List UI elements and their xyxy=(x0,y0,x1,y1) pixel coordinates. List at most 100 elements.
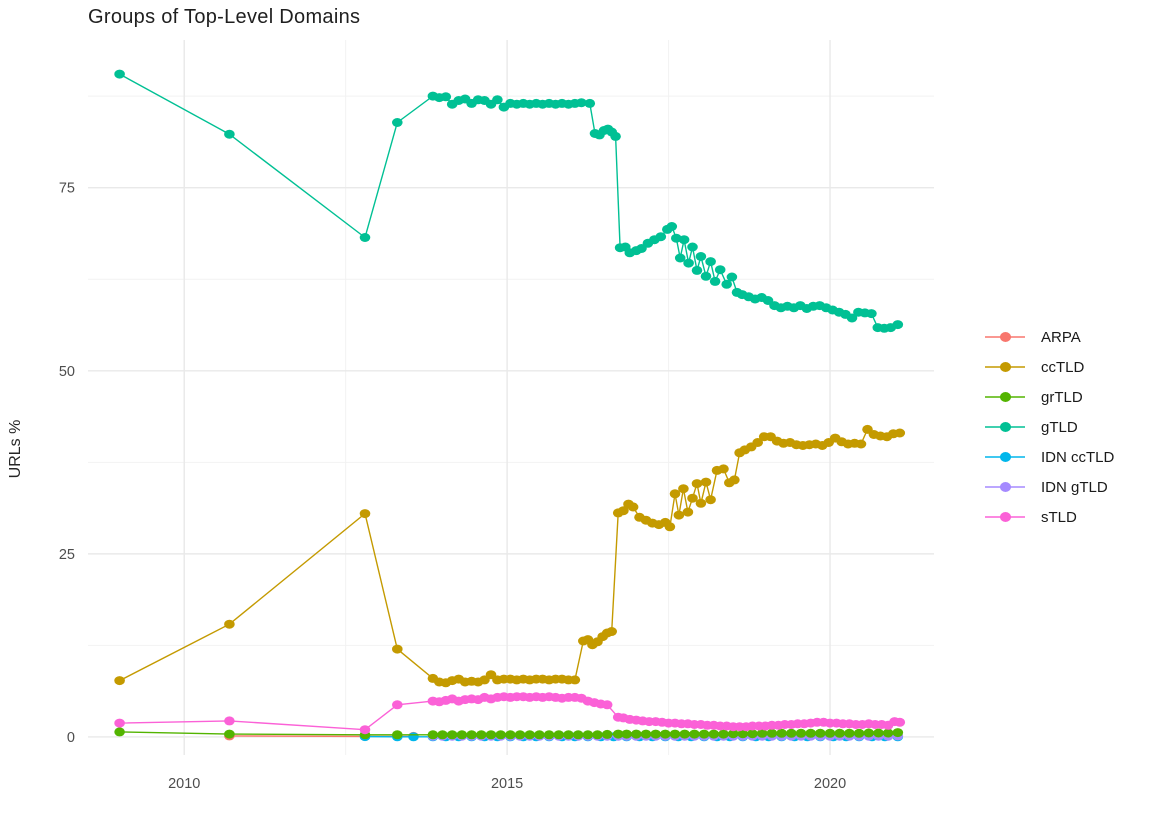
y-tick-label: 50 xyxy=(59,364,75,380)
data-point xyxy=(747,729,758,739)
data-point xyxy=(737,729,749,739)
data-point xyxy=(618,506,629,516)
data-point xyxy=(756,728,768,738)
data-point xyxy=(727,729,739,739)
data-point xyxy=(700,271,712,281)
data-point xyxy=(514,730,526,740)
data-point xyxy=(695,498,707,508)
data-point xyxy=(640,729,652,739)
data-point xyxy=(873,728,884,738)
data-point xyxy=(621,729,632,739)
data-point xyxy=(631,729,642,739)
data-point xyxy=(815,728,826,738)
legend-key-icon xyxy=(983,330,1027,344)
data-point xyxy=(485,730,497,740)
gridlines-major xyxy=(88,40,934,755)
data-point xyxy=(466,730,477,740)
data-point xyxy=(882,728,894,738)
data-point xyxy=(408,732,419,742)
legend-label: IDN gTLD xyxy=(1041,478,1108,496)
data-point xyxy=(563,730,574,740)
data-point xyxy=(679,729,690,739)
series-line xyxy=(119,73,899,330)
data-point xyxy=(392,700,403,710)
data-point xyxy=(752,438,763,447)
legend-item-gtld: gTLD xyxy=(983,412,1114,442)
data-point xyxy=(894,428,906,438)
data-point xyxy=(669,489,681,499)
legend-item-cctld: ccTLD xyxy=(983,352,1114,382)
data-point xyxy=(114,727,125,737)
data-point xyxy=(655,232,667,242)
series-line xyxy=(119,428,900,684)
data-point xyxy=(224,716,235,726)
data-point xyxy=(524,730,535,740)
data-point xyxy=(606,627,617,636)
x-tick-label: 2010 xyxy=(168,776,200,792)
legend: ARPA ccTLD grTLD gTLD IDN ccTLD IDN gTLD sTLD xyxy=(983,322,1114,532)
data-point xyxy=(892,320,904,330)
data-point xyxy=(718,729,729,739)
series-cctld xyxy=(114,424,906,688)
data-point xyxy=(892,728,904,738)
data-point xyxy=(729,475,740,485)
data-point xyxy=(224,619,235,629)
data-point xyxy=(392,118,403,127)
legend-label: gTLD xyxy=(1041,418,1078,436)
data-point xyxy=(721,279,732,289)
legend-item-grtld: grTLD xyxy=(983,382,1114,412)
legend-item-idn-gtld: IDN gTLD xyxy=(983,472,1114,502)
data-point xyxy=(795,728,807,738)
data-point xyxy=(776,728,787,738)
data-point xyxy=(718,464,729,474)
data-point xyxy=(844,728,855,738)
legend-item-idn-cctld: IDN ccTLD xyxy=(983,442,1114,472)
data-point xyxy=(669,729,681,739)
data-point xyxy=(687,242,698,252)
data-point xyxy=(674,253,686,263)
data-point xyxy=(689,729,700,739)
data-point xyxy=(610,131,621,141)
data-point xyxy=(853,728,865,738)
legend-key-icon xyxy=(983,450,1027,464)
data-point xyxy=(698,729,710,739)
data-point xyxy=(553,730,565,740)
data-point xyxy=(660,729,671,739)
data-point xyxy=(695,252,707,261)
data-point xyxy=(224,729,235,739)
y-axis-title: URLs % xyxy=(7,419,24,479)
legend-key-icon xyxy=(983,420,1027,434)
data-point xyxy=(678,235,690,245)
series-grtld xyxy=(114,727,904,740)
data-point xyxy=(440,92,452,102)
gridlines-minor xyxy=(88,40,934,755)
data-point xyxy=(863,728,875,738)
data-point xyxy=(612,729,624,739)
data-point xyxy=(627,502,639,512)
data-point xyxy=(572,730,584,740)
data-point xyxy=(705,257,716,267)
legend-key-icon xyxy=(983,480,1027,494)
data-point xyxy=(601,700,613,710)
legend-item-stld: sTLD xyxy=(983,502,1114,532)
y-tick-label: 0 xyxy=(67,730,75,746)
legend-label: sTLD xyxy=(1041,508,1077,526)
data-point xyxy=(714,265,726,275)
data-point xyxy=(495,730,507,740)
data-point xyxy=(691,479,703,489)
data-point xyxy=(505,730,516,740)
data-point xyxy=(766,728,778,738)
x-tick-label: 2020 xyxy=(814,776,846,792)
data-point xyxy=(824,728,836,738)
data-point xyxy=(682,507,694,517)
data-point xyxy=(705,495,716,505)
data-point xyxy=(855,439,867,449)
data-point xyxy=(683,258,694,268)
legend-label: ccTLD xyxy=(1041,358,1085,376)
data-point xyxy=(673,510,685,520)
legend-item-arpa: ARPA xyxy=(983,322,1114,352)
data-point xyxy=(650,729,661,739)
data-point xyxy=(492,95,503,105)
